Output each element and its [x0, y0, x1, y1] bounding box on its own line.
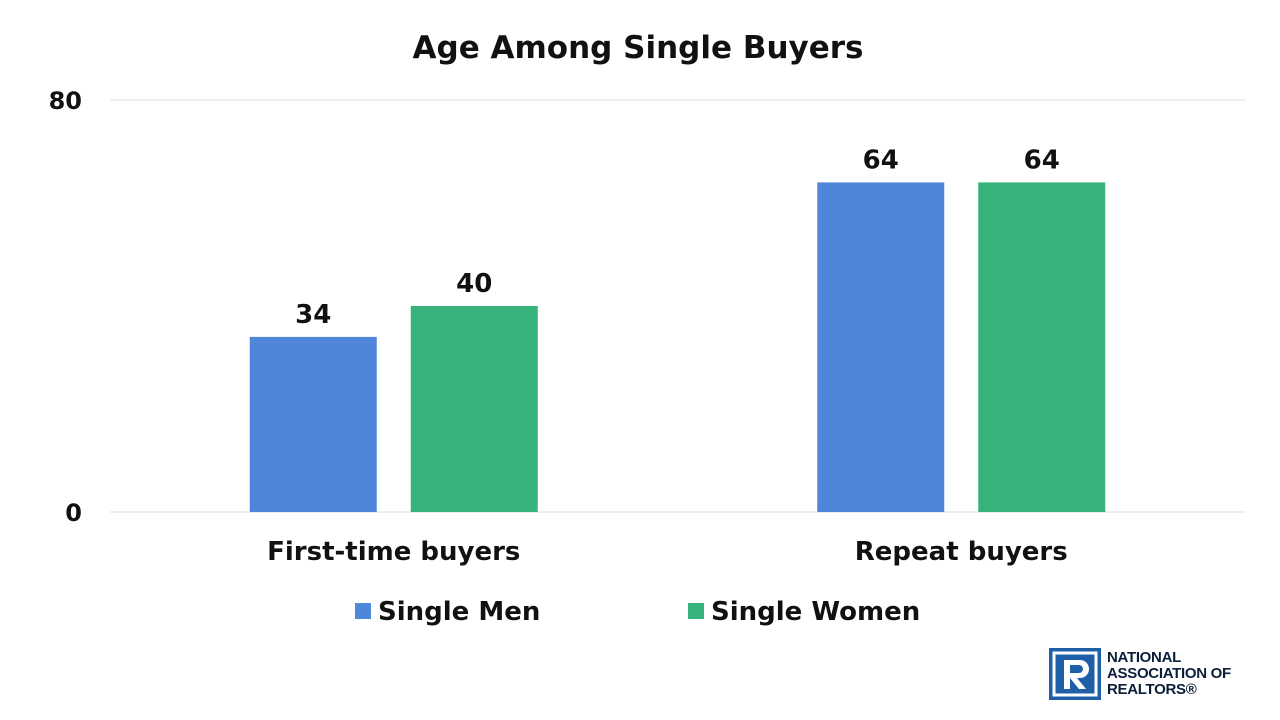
data-label: 40: [456, 269, 492, 299]
category-label-0: First-time buyers: [267, 537, 520, 567]
category-labels: First-time buyers Repeat buyers: [267, 537, 1068, 567]
y-tick-label: 0: [65, 499, 82, 527]
category-label-1: Repeat buyers: [855, 537, 1068, 567]
nar-logo: NATIONAL ASSOCIATION OF REALTORS®: [1049, 648, 1231, 700]
bar-women-1: [978, 182, 1106, 512]
realtor-r-icon: [1049, 648, 1101, 700]
legend: Single Men Single Women: [355, 597, 920, 627]
chart-title: Age Among Single Buyers: [413, 30, 864, 66]
bars: [249, 182, 1106, 512]
data-label: 34: [295, 300, 331, 330]
y-tick-label: 80: [49, 87, 82, 115]
legend-label-1: Single Women: [711, 597, 920, 627]
bar-men-1: [817, 182, 945, 512]
data-labels: 34 40 64 64: [295, 145, 1060, 330]
bar-men-0: [249, 336, 377, 512]
data-label: 64: [1024, 145, 1060, 175]
legend-swatch-0: [355, 603, 371, 619]
bar-women-0: [410, 306, 538, 512]
logo-wordmark: NATIONAL ASSOCIATION OF REALTORS®: [1107, 649, 1231, 698]
y-axis-ticks: 0 80: [49, 87, 82, 527]
legend-label-0: Single Men: [378, 597, 540, 627]
legend-swatch-1: [688, 603, 704, 619]
data-label: 64: [863, 145, 899, 175]
